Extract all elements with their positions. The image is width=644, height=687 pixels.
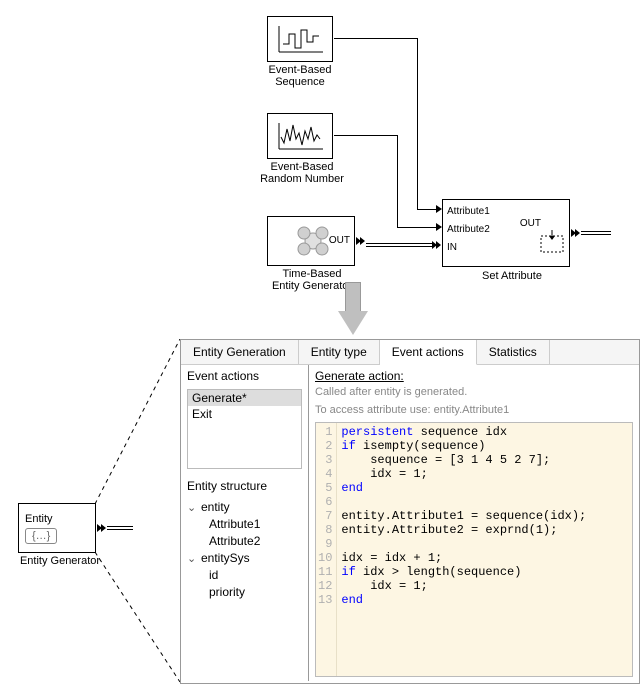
time-gen-out-port xyxy=(356,237,366,245)
label-event-based-sequence: Event-Based Sequence xyxy=(250,64,350,88)
event-actions-list[interactable]: Generate* Exit xyxy=(187,389,302,469)
label-event-based-random: Event-Based Random Number xyxy=(247,161,357,185)
wire-seq-a1-h2 xyxy=(417,209,437,210)
block-time-based-generator[interactable]: OUT xyxy=(267,216,355,266)
tree-node-priority[interactable]: priority xyxy=(187,584,302,601)
tree-node-entitysys[interactable]: entitySys xyxy=(187,550,302,567)
tree-node-attribute2[interactable]: Attribute2 xyxy=(187,533,302,550)
tab-entity-generation[interactable]: Entity Generation xyxy=(181,340,299,364)
wire-rand-a2-v xyxy=(397,135,398,227)
tab-event-actions[interactable]: Event actions xyxy=(380,340,477,365)
generate-action-title: Generate action: xyxy=(315,369,633,383)
block-event-based-random[interactable] xyxy=(267,113,333,159)
dashed-connector-bottom xyxy=(95,552,185,686)
entity-structure-title: Entity structure xyxy=(181,475,308,497)
left-column: Event actions Generate* Exit Entity stru… xyxy=(181,365,309,681)
set-attribute-icon xyxy=(539,230,565,256)
time-gen-out-label: OUT xyxy=(329,235,350,246)
block-event-based-sequence[interactable] xyxy=(267,16,333,62)
wire-entity-out-a xyxy=(107,526,133,527)
wire-rand-a2 xyxy=(334,135,398,136)
generate-action-help2: To access attribute use: entity.Attribut… xyxy=(315,403,633,417)
block-set-attribute[interactable]: Attribute1 Attribute2 IN OUT xyxy=(442,199,570,267)
right-column: Generate action: Called after entity is … xyxy=(309,365,639,681)
event-action-exit[interactable]: Exit xyxy=(188,406,301,422)
tab-entity-type[interactable]: Entity type xyxy=(299,340,380,364)
entity-block-braces-icon: {…} xyxy=(25,528,57,544)
generate-action-help1: Called after entity is generated. xyxy=(315,385,633,399)
code-gutter: 12345678910111213 xyxy=(316,423,337,676)
wire-seq-a1 xyxy=(334,38,418,39)
setattr-out-port xyxy=(571,229,581,237)
wire-timegen-in-b xyxy=(366,246,433,247)
entity-block-title: Entity xyxy=(25,513,53,525)
event-actions-title: Event actions xyxy=(181,365,308,387)
setattr-port-a2: Attribute2 xyxy=(447,224,490,235)
tree-node-entity[interactable]: entity xyxy=(187,499,302,516)
label-set-attribute: Set Attribute xyxy=(472,270,552,282)
dashed-connector-top xyxy=(95,339,185,509)
transform-arrow-icon xyxy=(338,282,368,336)
event-action-generate[interactable]: Generate* xyxy=(188,390,301,406)
setattr-in-entity-port xyxy=(432,241,442,249)
tab-statistics[interactable]: Statistics xyxy=(477,340,550,364)
sequence-icon xyxy=(273,22,327,56)
entity-gen-out-port xyxy=(97,524,107,532)
entity-structure-tree[interactable]: entity Attribute1 Attribute2 entitySys i… xyxy=(181,497,308,603)
wire-rand-a2-h2 xyxy=(397,227,437,228)
dialog-panel: Entity Generation Entity type Event acti… xyxy=(180,339,640,684)
tree-node-id[interactable]: id xyxy=(187,567,302,584)
tab-bar: Entity Generation Entity type Event acti… xyxy=(181,340,639,365)
setattr-port-a1: Attribute1 xyxy=(447,206,490,217)
setattr-port-out: OUT xyxy=(520,218,541,229)
wire-seq-a1-v xyxy=(417,38,418,209)
tree-node-attribute1[interactable]: Attribute1 xyxy=(187,516,302,533)
wire-setattr-out-a xyxy=(581,231,611,232)
wire-setattr-out-b xyxy=(581,234,611,235)
setattr-port-in: IN xyxy=(447,242,457,253)
code-editor[interactable]: 12345678910111213 persistent sequence id… xyxy=(315,422,633,677)
wire-timegen-in-a xyxy=(366,243,433,244)
wire-entity-out-b xyxy=(107,529,133,530)
block-entity-generator[interactable]: Entity {…} xyxy=(18,503,96,553)
random-icon xyxy=(273,119,327,153)
code-content[interactable]: persistent sequence idx if isempty(seque… xyxy=(337,423,590,676)
